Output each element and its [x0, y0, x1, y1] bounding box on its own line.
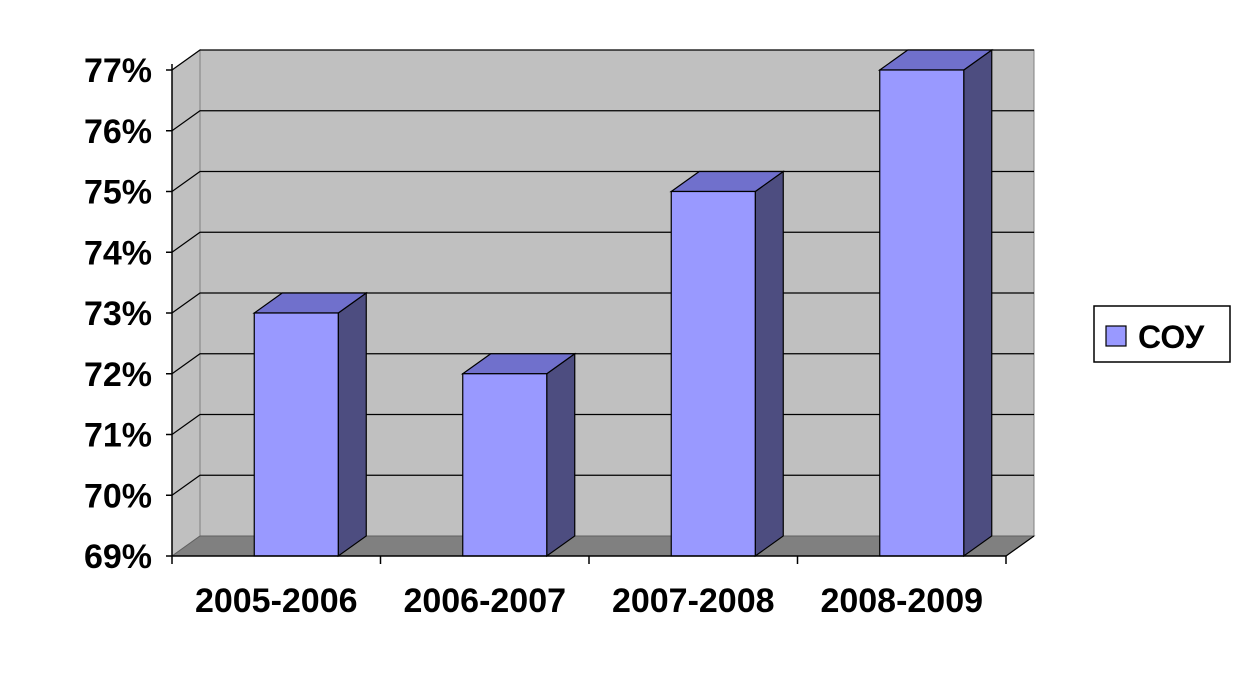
y-tick-label: 72% [84, 356, 152, 394]
legend-swatch [1105, 325, 1127, 347]
bar-front [879, 69, 965, 557]
x-tick-label: 2007-2008 [612, 582, 775, 620]
y-tick-label: 73% [84, 295, 152, 333]
y-tick-label: 76% [84, 113, 152, 151]
bar-side [754, 170, 784, 558]
bar-side [546, 352, 576, 558]
bar-front [462, 373, 548, 557]
bars [252, 48, 994, 558]
x-tick-labels: 2005-2006 2006-2007 2007-2008 2008-2009 [195, 582, 983, 620]
bar-side [337, 291, 367, 558]
bar-side [963, 48, 993, 558]
x-tick-label: 2008-2009 [820, 582, 983, 620]
bar-front [670, 190, 756, 557]
y-tick-label: 69% [84, 538, 152, 576]
x-tick-label: 2006-2007 [403, 582, 566, 620]
legend: СОУ [1093, 305, 1231, 363]
bar [877, 48, 994, 558]
gridline [171, 49, 1034, 71]
floor-edge [1005, 535, 1035, 557]
bar [460, 352, 577, 558]
y-tick-label: 71% [84, 417, 152, 455]
legend-label: СОУ [1138, 319, 1205, 355]
y-tick-label: 75% [84, 174, 152, 212]
y-tick-labels: 69% 70% 71% 72% 73% 74% 75% 76% 77% [84, 52, 152, 576]
y-tick-label: 77% [84, 52, 152, 90]
axes [166, 64, 1035, 564]
bar-front [253, 312, 339, 557]
bar [669, 170, 786, 558]
y-tick-label: 74% [84, 234, 152, 272]
gridline [171, 110, 1034, 132]
bar [252, 291, 369, 558]
y-tick-label: 70% [84, 477, 152, 515]
x-tick-label: 2005-2006 [195, 582, 358, 620]
